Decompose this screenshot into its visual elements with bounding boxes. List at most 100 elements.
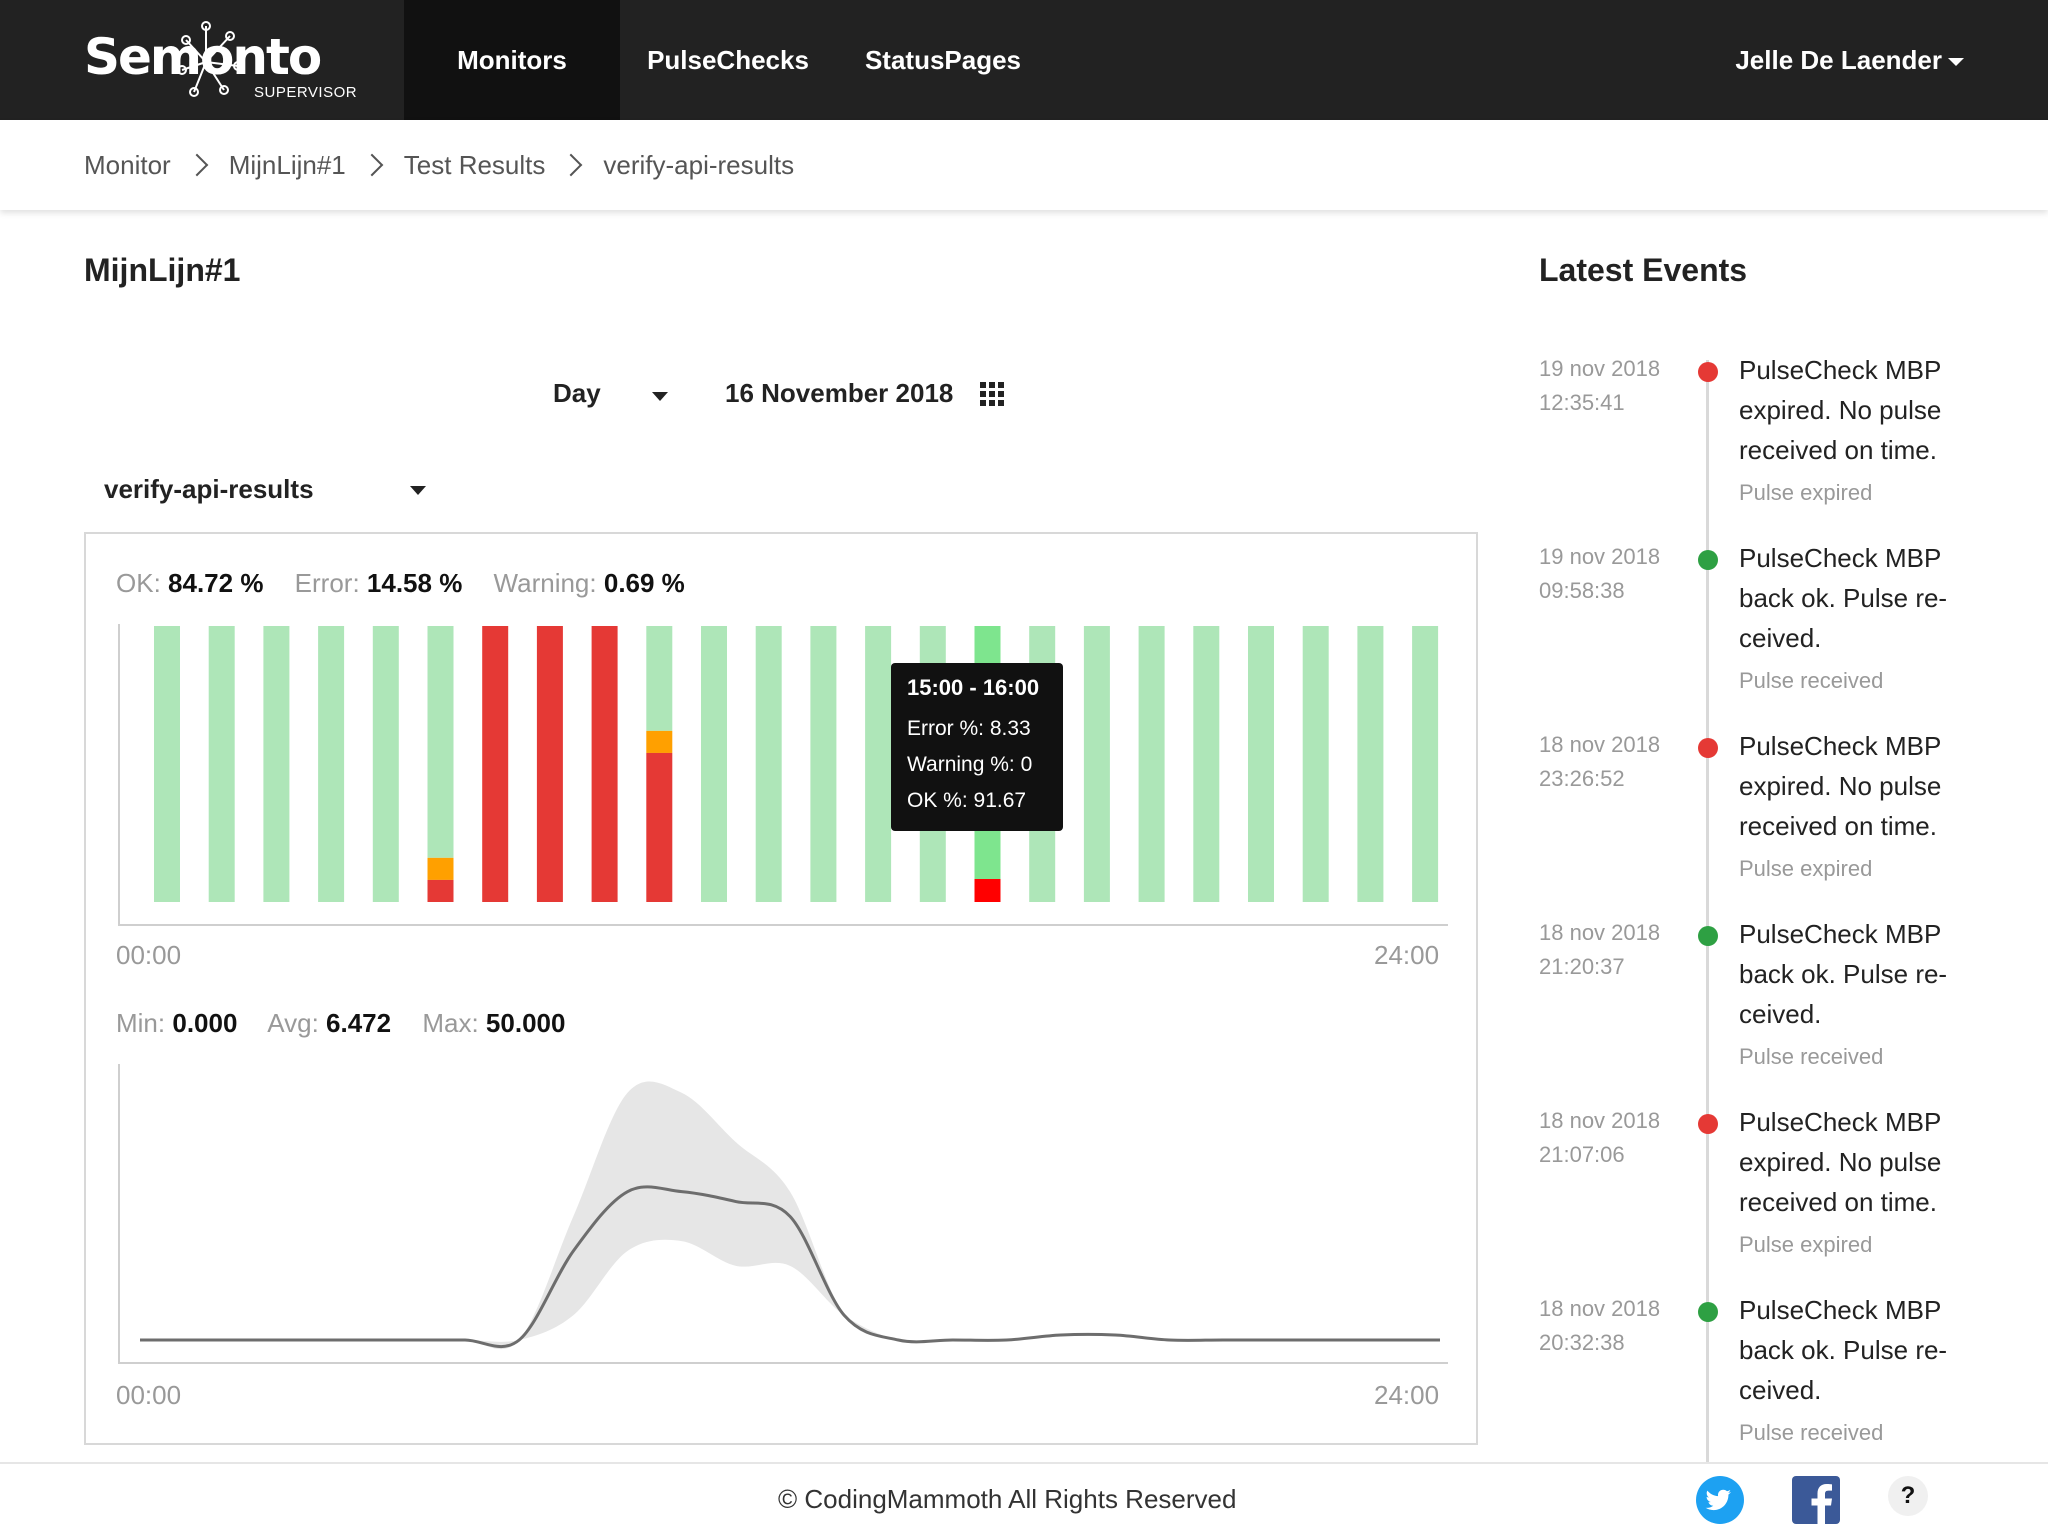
date-picker-value[interactable]: 16 November 2018 [725,378,954,408]
event-item[interactable]: 18 nov 2018 21:07:06 PulseCheck MBP expired… [1539,1104,1999,1292]
breadcrumb-bar: Monitor MijnLijn#1 Test Results verify-a… [0,120,2048,210]
ok-value: 84.72 % [168,568,264,598]
min-value: 0.000 [172,1008,238,1038]
event-message-line: back ok. Pulse re- [1739,959,1948,989]
tooltip-warning: Warning %: 0 [907,753,1033,776]
max-label: Max: [422,1008,479,1038]
breadcrumb-mijnlijn[interactable]: MijnLijn#1 [228,149,346,180]
bar-ok-segment[interactable] [427,626,454,858]
nav-monitors[interactable]: Monitors [404,0,620,120]
test-select[interactable]: verify-api-results [104,474,314,504]
event-message-line: PulseCheck MBP [1739,731,1942,761]
event-time: 21:20:37 [1539,954,1625,979]
bar-warning-segment[interactable] [646,730,673,753]
max-value: 50.000 [485,1008,566,1038]
semonto-logo[interactable]: Semonto SUPERVISOR [84,21,384,102]
area-axis-end: 24:00 [1374,1380,1440,1410]
bar-ok-segment[interactable] [1083,626,1110,902]
logo-subtitle: SUPERVISOR [254,84,358,101]
event-datetime: 18 nov 2018 21:20:37 [1539,916,1660,984]
bar-error-segment[interactable] [427,879,454,902]
bar-ok-segment[interactable] [755,626,782,902]
response-area-chart-svg [140,1081,1440,1350]
status-dot [1698,1114,1718,1134]
bar-ok-segment[interactable] [1302,626,1329,902]
bar-ok-segment[interactable] [1357,626,1384,902]
event-datetime: 18 nov 2018 20:32:38 [1539,1292,1660,1360]
facebook-icon[interactable] [1792,1476,1840,1524]
bar-ok-segment[interactable] [263,626,290,902]
event-item[interactable]: 18 nov 2018 20:32:38 PulseCheck MBP back ok… [1539,1292,1999,1480]
event-item[interactable]: 19 nov 2018 12:35:41 PulseCheck MBP expired… [1539,352,1999,540]
avg-label: Avg: [267,1008,319,1038]
status-bar-chart [118,624,1448,926]
bar-ok-segment[interactable] [810,626,837,902]
error-label: Error: [294,568,360,598]
event-message-line: back ok. Pulse re- [1739,583,1948,613]
results-panel: OK: 84.72 % Error: 14.58 % Warning: 0.69… [84,532,1478,1445]
bar-error-segment[interactable] [536,626,563,902]
event-message: PulseCheck MBP expired. No pulse received … [1739,1102,1979,1222]
event-time: 23:26:52 [1539,766,1625,791]
event-message-line: received on time. [1739,1187,1937,1217]
event-time: 21:07:06 [1539,1142,1625,1167]
event-message: PulseCheck MBP back ok. Pulse re-ceived. [1739,914,1979,1034]
period-select[interactable]: Day [553,378,601,408]
event-message-line: expired. No pulse [1739,771,1942,801]
user-name: Jelle De Laender [1735,45,1942,75]
bar-error-segment[interactable] [646,752,673,902]
avg-line [140,1185,1440,1349]
event-message: PulseCheck MBP expired. No pulse received … [1739,726,1979,846]
breadcrumb-current: verify-api-results [603,149,795,180]
event-item[interactable]: 18 nov 2018 23:26:52 PulseCheck MBP expired… [1539,728,1999,916]
event-date: 18 nov 2018 [1539,1296,1661,1321]
status-bar-chart-svg [154,626,1439,902]
bar-warning-segment[interactable] [427,857,454,880]
twitter-icon[interactable] [1696,1476,1744,1524]
warning-value: 0.69 % [603,568,685,598]
tooltip-error: Error %: 8.33 [907,717,1031,740]
nav-statuspages[interactable]: StatusPages [864,45,1022,75]
bar-error-segment[interactable] [591,626,618,902]
calendar-grid-icon[interactable] [980,382,1004,406]
user-menu[interactable]: Jelle De Laender [1735,0,1964,120]
bar-ok-segment[interactable] [1138,626,1165,902]
breadcrumb-monitor[interactable]: Monitor [84,149,171,180]
status-dot [1698,362,1718,382]
event-date: 18 nov 2018 [1539,1108,1661,1133]
event-message-line: PulseCheck MBP [1739,1107,1942,1137]
breadcrumb-test-results[interactable]: Test Results [403,149,546,180]
avg-value: 6.472 [326,1008,392,1038]
tooltip-title: 15:00 - 16:00 [907,675,1040,700]
event-datetime: 19 nov 2018 12:35:41 [1539,352,1660,420]
chevron-down-icon[interactable] [410,486,426,495]
bar-ok-segment[interactable] [1248,626,1274,902]
bar-axis-start: 00:00 [116,940,182,970]
copyright: © CodingMammoth All Rights Reserved [778,1484,1237,1514]
nav-pulsechecks[interactable]: PulseChecks [647,45,809,75]
chevron-down-icon[interactable] [652,392,668,401]
event-item[interactable]: 19 nov 2018 09:58:38 PulseCheck MBP back ok… [1539,540,1999,728]
bar-ok-segment[interactable] [646,626,673,731]
help-icon[interactable]: ? [1888,1476,1928,1516]
event-tag: Pulse received [1739,1044,1884,1069]
bar-ok-segment[interactable] [318,626,345,902]
bar-ok-segment[interactable] [372,626,399,902]
bar-ok-segment[interactable] [701,626,727,902]
response-stats: Min: 0.000 Avg: 6.472 Max: 50.000 [116,1008,565,1039]
event-tag: Pulse received [1739,668,1884,693]
bar-error-segment[interactable] [482,626,509,902]
bar-ok-segment[interactable] [154,626,180,902]
bar-ok-segment[interactable] [208,626,235,902]
bar-ok-segment[interactable] [865,626,892,902]
bar-ok-segment[interactable] [1412,626,1439,902]
event-message-line: PulseCheck MBP [1739,919,1942,949]
event-message-line: ceived. [1739,623,1822,653]
bar-ok-segment[interactable] [1193,626,1220,902]
event-item[interactable]: 18 nov 2018 21:20:37 PulseCheck MBP back ok… [1539,916,1999,1104]
logo-wordmark: Semonto [84,28,322,86]
event-message: PulseCheck MBP back ok. Pulse re-ceived. [1739,1290,1979,1410]
page-title: MijnLijn#1 [84,252,241,288]
bar-error-segment[interactable] [974,879,1001,902]
event-time: 12:35:41 [1539,390,1625,415]
